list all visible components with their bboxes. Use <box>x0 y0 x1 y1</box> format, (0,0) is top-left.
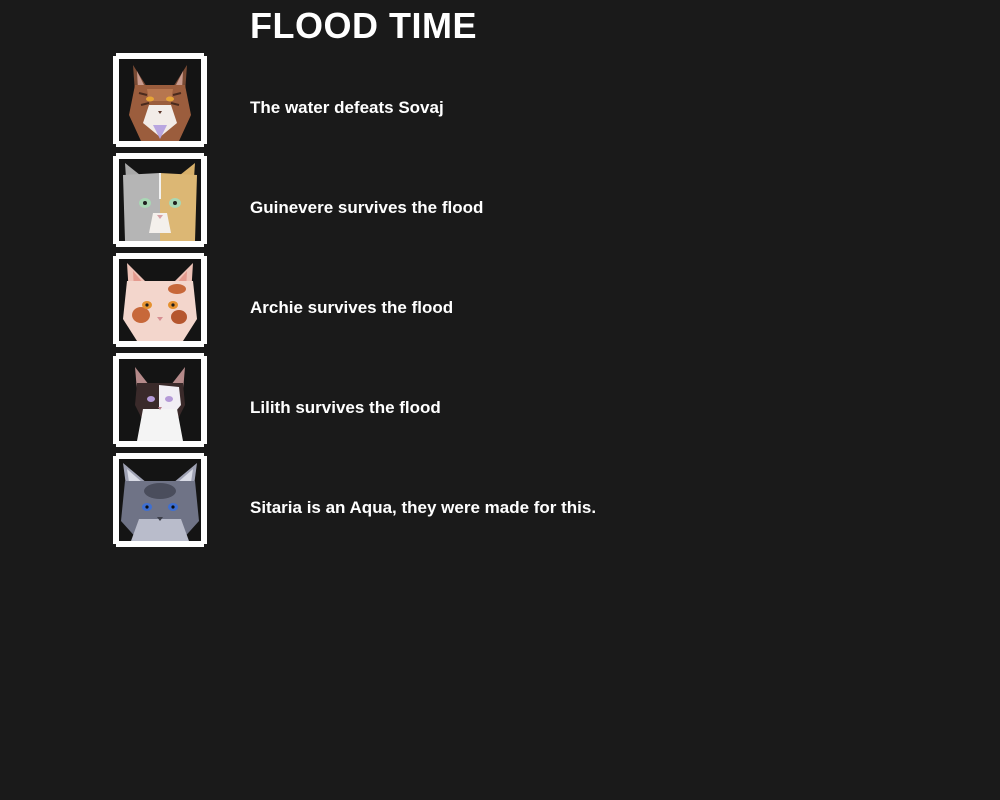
dark-and-white-cat-portrait <box>119 359 201 441</box>
event-row: Lilith survives the flood <box>113 353 713 447</box>
grey-and-cream-cat-portrait <box>119 159 201 241</box>
event-text: Sitaria is an Aqua, they were made for t… <box>250 498 597 517</box>
event-row: Guinevere survives the flood <box>113 153 713 247</box>
portrait-frame <box>113 453 207 547</box>
portrait-frame <box>113 53 207 147</box>
event-text: The water defeats Sovaj <box>250 98 444 117</box>
event-row: The water defeats Sovaj <box>113 53 713 147</box>
event-text: Archie survives the flood <box>250 298 454 317</box>
event-text: Lilith survives the flood <box>250 398 441 417</box>
page-title: FLOOD TIME <box>250 5 477 46</box>
event-row: Sitaria is an Aqua, they were made for t… <box>113 453 713 547</box>
portrait-frame <box>113 353 207 447</box>
pink-and-ginger-cat-portrait <box>119 259 201 341</box>
blue-grey-cat-portrait <box>119 459 201 541</box>
portrait-frame <box>113 153 207 247</box>
brown-tabby-cat-portrait <box>119 59 201 141</box>
event-text: Guinevere survives the flood <box>250 198 484 217</box>
event-row: Archie survives the flood <box>113 253 713 347</box>
portrait-frame <box>113 253 207 347</box>
